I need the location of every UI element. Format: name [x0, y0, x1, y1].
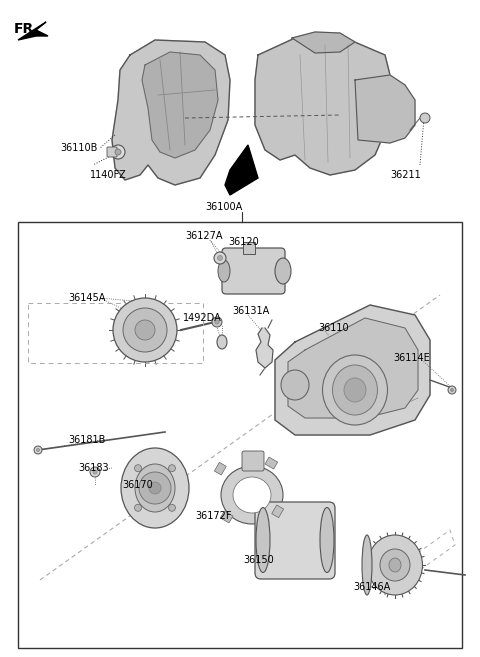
Bar [220, 511, 233, 523]
Text: 36131A: 36131A [232, 306, 269, 316]
Circle shape [217, 256, 223, 260]
Ellipse shape [233, 477, 271, 513]
Text: 36145A: 36145A [68, 293, 106, 303]
Bar [265, 457, 277, 469]
Text: 1492DA: 1492DA [183, 313, 222, 323]
Polygon shape [288, 318, 418, 418]
Ellipse shape [221, 466, 283, 524]
Bar [18, 222, 462, 648]
Circle shape [215, 320, 219, 324]
Polygon shape [275, 305, 430, 435]
Text: 36150: 36150 [243, 555, 274, 565]
Polygon shape [292, 32, 355, 53]
Ellipse shape [217, 335, 227, 349]
Text: 36110: 36110 [318, 323, 348, 333]
Ellipse shape [389, 558, 401, 572]
Circle shape [93, 470, 97, 474]
FancyBboxPatch shape [222, 248, 285, 294]
Text: 36100A: 36100A [205, 202, 242, 212]
Text: 36211: 36211 [390, 170, 421, 180]
Polygon shape [142, 52, 218, 158]
Bar [243, 242, 255, 254]
Circle shape [134, 505, 142, 511]
Text: 36120: 36120 [228, 237, 259, 247]
Polygon shape [355, 75, 415, 143]
Bar [28, 303, 203, 363]
FancyBboxPatch shape [242, 451, 264, 471]
Circle shape [451, 388, 454, 392]
Circle shape [168, 464, 176, 472]
Polygon shape [225, 145, 258, 195]
Circle shape [168, 505, 176, 511]
Text: 36146A: 36146A [353, 582, 390, 592]
Circle shape [111, 145, 125, 159]
Polygon shape [255, 38, 390, 175]
Text: 36172F: 36172F [195, 511, 231, 521]
Circle shape [135, 320, 155, 340]
FancyBboxPatch shape [107, 147, 117, 157]
Text: 1140FZ: 1140FZ [90, 170, 127, 180]
Ellipse shape [275, 258, 291, 284]
Text: 36183: 36183 [78, 463, 108, 473]
Ellipse shape [256, 507, 270, 572]
Polygon shape [18, 22, 48, 40]
Circle shape [139, 472, 171, 504]
Circle shape [34, 446, 42, 454]
Ellipse shape [281, 370, 309, 400]
Polygon shape [256, 328, 273, 368]
Ellipse shape [368, 535, 422, 595]
Text: 36114E: 36114E [393, 353, 430, 363]
Text: FR.: FR. [14, 22, 40, 36]
Text: 36181B: 36181B [68, 435, 106, 445]
Bar [215, 463, 226, 475]
Ellipse shape [121, 448, 189, 528]
Circle shape [90, 467, 100, 477]
Bar [272, 505, 284, 518]
Ellipse shape [333, 365, 377, 415]
Circle shape [36, 449, 39, 451]
Ellipse shape [362, 535, 372, 595]
Circle shape [420, 113, 430, 123]
Circle shape [214, 252, 226, 264]
Ellipse shape [218, 260, 230, 282]
Circle shape [115, 149, 121, 155]
Circle shape [113, 298, 177, 362]
Circle shape [149, 482, 161, 494]
Polygon shape [112, 40, 230, 185]
Ellipse shape [320, 507, 334, 572]
Ellipse shape [135, 464, 175, 512]
Ellipse shape [344, 378, 366, 402]
Ellipse shape [323, 355, 387, 425]
FancyBboxPatch shape [255, 502, 335, 579]
Ellipse shape [380, 549, 410, 581]
Circle shape [123, 308, 167, 352]
Text: 36127A: 36127A [185, 231, 223, 241]
Text: 36110B: 36110B [60, 143, 98, 153]
Text: 36170: 36170 [122, 480, 153, 490]
Circle shape [134, 464, 142, 472]
Circle shape [212, 317, 222, 327]
Circle shape [448, 386, 456, 394]
